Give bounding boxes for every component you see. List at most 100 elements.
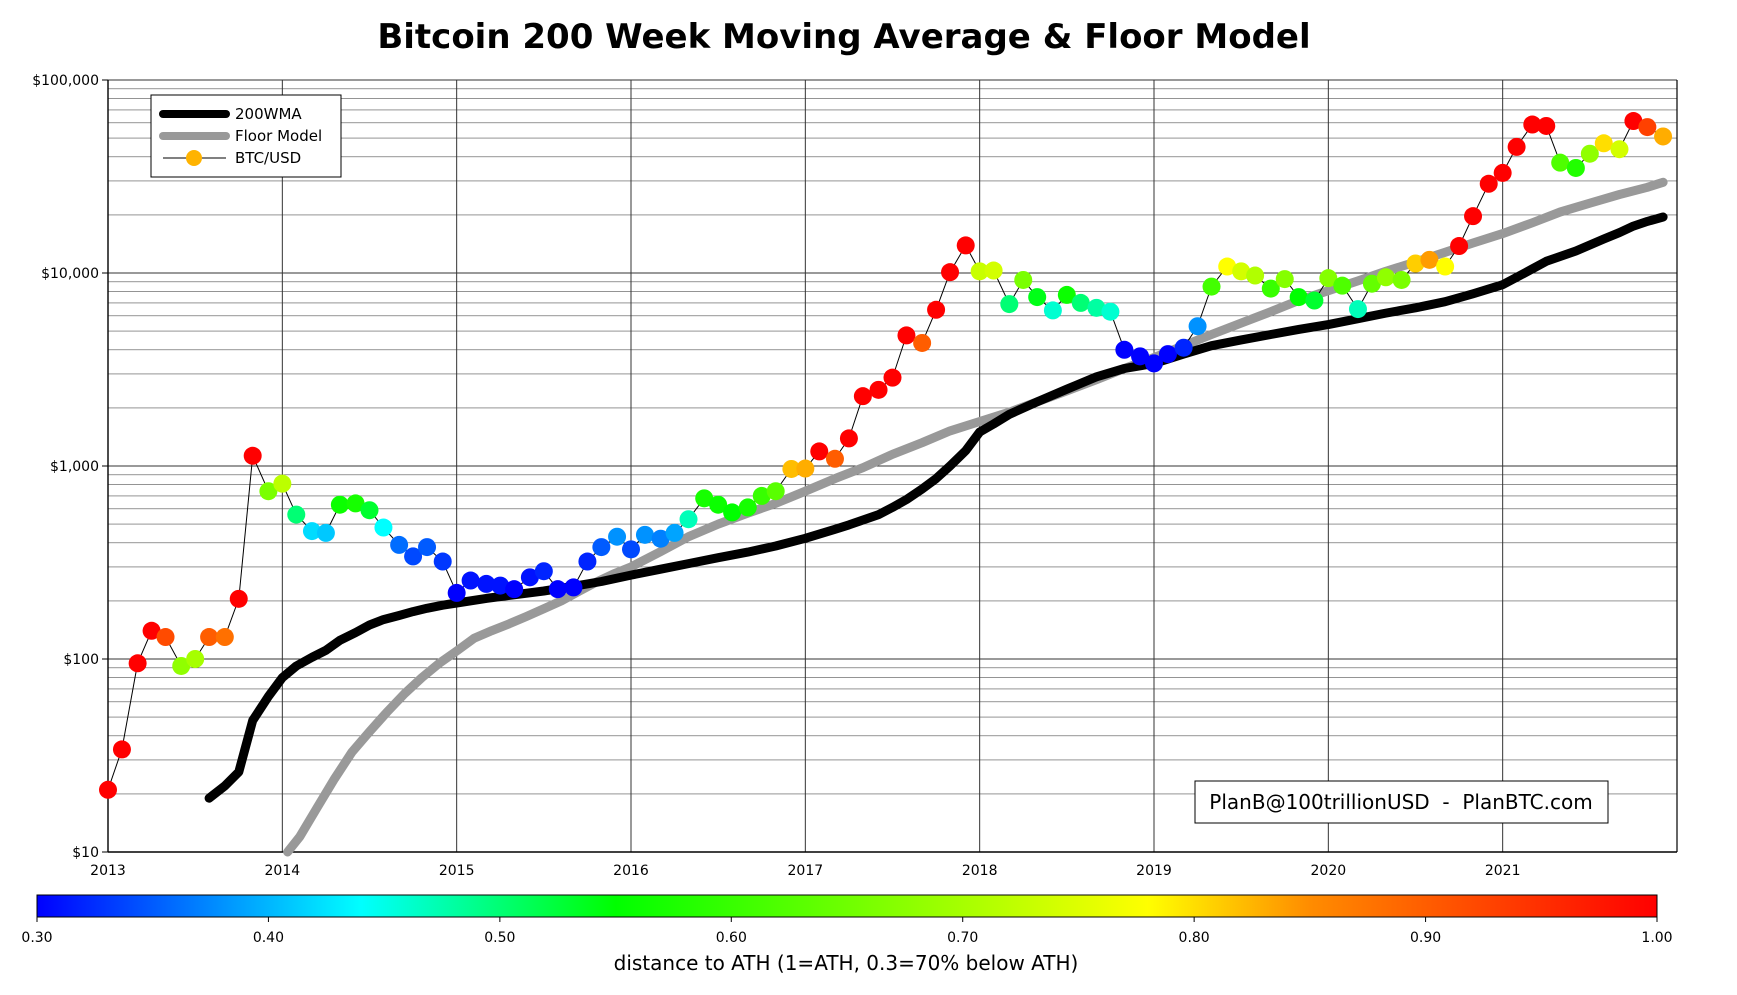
btc-usd-point xyxy=(360,501,379,520)
btc-usd-point xyxy=(796,459,815,478)
btc-usd-point xyxy=(1464,207,1483,226)
floor-model-line xyxy=(283,177,1668,857)
x-tick-label: 2016 xyxy=(613,863,649,879)
x-tick-label: 2021 xyxy=(1485,863,1521,879)
btc-usd-point xyxy=(418,538,437,557)
btc-usd-point xyxy=(259,482,278,501)
colorbar-tick-label: 0.50 xyxy=(484,930,515,946)
x-tick-label: 2015 xyxy=(439,863,475,879)
y-tick-label: $100 xyxy=(63,652,99,668)
axes: $10 $100 $1,000 $10,000 $100,000 2013 2014 2015… xyxy=(32,73,1678,879)
colorbar-tick-label: 0.60 xyxy=(716,930,747,946)
btc-usd-point xyxy=(738,498,757,517)
btc-usd-point xyxy=(243,446,262,465)
btc-usd-point xyxy=(548,580,567,599)
btc-usd-point xyxy=(1566,158,1585,177)
btc-usd-point xyxy=(447,583,466,602)
btc-usd-point xyxy=(404,547,423,566)
btc-usd-point xyxy=(1305,291,1324,310)
btc-usd-point xyxy=(679,510,698,529)
btc-usd-point xyxy=(99,780,117,799)
btc-usd-point xyxy=(215,628,234,647)
btc-usd-point xyxy=(1362,274,1381,293)
btc-usd-point xyxy=(1174,338,1193,357)
btc-usd-point xyxy=(853,387,872,406)
btc-usd-point xyxy=(839,429,858,448)
x-tick-label: 2017 xyxy=(788,863,824,879)
legend-label: Floor Model xyxy=(235,127,322,145)
colorbar-tick-label: 0.70 xyxy=(947,930,978,946)
btc-usd-point xyxy=(1333,276,1352,295)
btc-usd-point xyxy=(346,494,365,513)
btc-usd-point xyxy=(186,650,205,668)
btc-usd-point xyxy=(1436,257,1455,276)
wma-200-line xyxy=(204,212,1668,803)
btc-usd-point xyxy=(927,300,946,319)
btc-usd-point xyxy=(1507,137,1526,156)
btc-usd-point xyxy=(1028,288,1047,307)
btc-usd-point xyxy=(374,518,393,537)
btc-usd-point xyxy=(1420,250,1439,269)
colorbar-tick-label: 0.90 xyxy=(1410,930,1441,946)
btc-usd-point xyxy=(1145,354,1163,373)
y-tick-label: $10,000 xyxy=(41,266,99,282)
legend-label: 200WMA xyxy=(235,105,302,123)
btc-usd-point xyxy=(1624,112,1643,131)
btc-usd-point xyxy=(229,589,248,608)
legend-swatch-marker xyxy=(186,150,202,166)
btc-usd-point xyxy=(316,523,335,542)
btc-usd-point xyxy=(869,380,888,399)
x-tick-label: 2013 xyxy=(90,863,126,879)
series-layer xyxy=(99,112,1673,857)
btc-usd-point xyxy=(1348,300,1367,319)
btc-usd-point xyxy=(825,449,844,468)
btc-usd-point xyxy=(1319,269,1338,288)
btc-usd-point xyxy=(491,576,510,595)
btc-usd-point xyxy=(461,571,480,590)
btc-usd-point xyxy=(1218,257,1237,276)
btc-usd-point xyxy=(1087,298,1106,317)
btc-usd-point xyxy=(1202,277,1221,296)
btc-usd-point xyxy=(956,236,975,255)
y-tick-label: $1,000 xyxy=(50,459,99,475)
btc-usd-point xyxy=(1000,295,1019,314)
x-tick-label: 2020 xyxy=(1311,863,1347,879)
btc-usd-point xyxy=(1071,293,1090,312)
annotation-box xyxy=(1194,780,1609,824)
btc-usd-point xyxy=(1638,118,1657,137)
btc-usd-point xyxy=(330,495,349,514)
legend-label: BTC/USD xyxy=(235,149,301,167)
annotation-text: PlanB@100trillionUSD - PlanBTC.com xyxy=(1209,790,1592,814)
y-tick-label: $10 xyxy=(72,845,99,861)
btc-usd-point xyxy=(709,495,728,514)
btc-usd-point xyxy=(941,263,960,282)
btc-usd-point xyxy=(970,262,989,281)
btc-usd-point xyxy=(1376,268,1395,287)
btc-usd-point xyxy=(433,552,452,571)
colorbar-bar xyxy=(36,894,1658,918)
colorbar-tick-label: 1.00 xyxy=(1641,930,1672,946)
x-tick-label: 2014 xyxy=(265,863,301,879)
btc-usd-point xyxy=(913,333,932,352)
btc-usd-point xyxy=(112,740,131,759)
btc-usd-point xyxy=(128,654,147,673)
btc-usd-point xyxy=(1057,285,1076,304)
btc-usd-point xyxy=(592,538,611,557)
btc-usd-point xyxy=(520,568,539,587)
btc-usd-point xyxy=(1610,140,1629,159)
x-tick-label: 2018 xyxy=(962,863,998,879)
x-tick-label: 2019 xyxy=(1136,863,1172,879)
btc-usd-point xyxy=(1131,347,1150,366)
legend: 200WMA Floor Model BTC/USD xyxy=(150,94,342,178)
btc-usd-point xyxy=(622,540,640,559)
btc-usd-point xyxy=(1289,288,1308,307)
btc-usd-point xyxy=(1101,302,1120,321)
btc-usd-point xyxy=(1246,266,1265,285)
btc-usd-point xyxy=(287,505,306,524)
btc-usd-point xyxy=(273,474,292,493)
btc-usd-point xyxy=(1551,153,1570,172)
btc-usd-point xyxy=(1450,237,1469,256)
y-tick-label: $100,000 xyxy=(32,73,99,89)
btc-usd-point xyxy=(608,527,627,546)
